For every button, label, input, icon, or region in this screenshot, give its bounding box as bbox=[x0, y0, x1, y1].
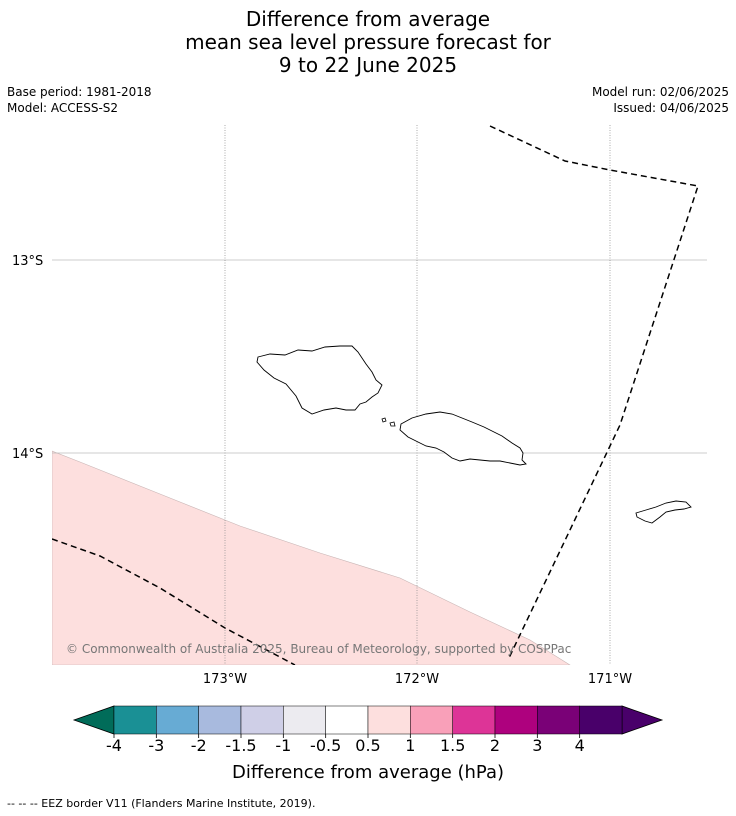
colorbar-tick-label: -2 bbox=[191, 736, 207, 755]
issued-text: Issued: 04/06/2025 bbox=[613, 101, 729, 115]
title-line-3: 9 to 22 June 2025 bbox=[278, 53, 458, 77]
colorbar-tick-label: -0.5 bbox=[310, 736, 341, 755]
colorbar: -4 -3 -2 -1.5 -1 -0.5 0.5 1 1.5 2 3 4 bbox=[72, 705, 664, 755]
colorbar-tick-label: -3 bbox=[148, 736, 164, 755]
meta-right: Model run: 02/06/2025 Issued: 04/06/2025 bbox=[592, 84, 729, 116]
lat-label-14s: 14°S bbox=[12, 447, 43, 462]
colorbar-tick-label: 1.5 bbox=[440, 736, 465, 755]
title-line-1: Difference from average bbox=[245, 7, 491, 31]
colorbar-swatch bbox=[579, 705, 623, 735]
colorbar-over-arrow bbox=[621, 705, 664, 735]
colorbar-swatch bbox=[537, 705, 580, 735]
colorbar-swatch bbox=[452, 705, 496, 735]
title-line-2: mean sea level pressure forecast for bbox=[185, 30, 551, 54]
island-manono bbox=[389, 421, 396, 427]
colorbar-tick-label: -1 bbox=[275, 736, 291, 755]
colorbar-tick-label: 3 bbox=[532, 736, 542, 755]
lon-label-172w: 172°W bbox=[395, 672, 439, 687]
eez-border-samoa bbox=[489, 125, 699, 661]
map-title: Difference from average mean sea level p… bbox=[0, 8, 736, 77]
island-apolima bbox=[381, 417, 387, 423]
island-upolu bbox=[399, 411, 527, 466]
model-text: Model: ACCESS-S2 bbox=[7, 101, 119, 115]
colorbar-tick-label: 0.5 bbox=[355, 736, 380, 755]
colorbar-tick-label: 1 bbox=[405, 736, 415, 755]
model-run-text: Model run: 02/06/2025 bbox=[591, 85, 729, 99]
colorbar-tick-label: -1.5 bbox=[225, 736, 256, 755]
colorbar-swatch bbox=[240, 705, 284, 735]
eez-border-southwest bbox=[52, 538, 296, 665]
island-tutuila bbox=[635, 500, 692, 524]
colorbar-tick-label: 2 bbox=[490, 736, 500, 755]
colorbar-swatch bbox=[367, 705, 411, 735]
colorbar-under-arrow bbox=[72, 705, 115, 735]
lon-label-171w: 171°W bbox=[588, 672, 632, 687]
colorbar-swatch bbox=[283, 705, 326, 735]
map-area: © Commonwealth of Australia 2025, Bureau… bbox=[52, 125, 707, 665]
colorbar-swatch bbox=[410, 705, 453, 735]
eez-legend-text: -- -- -- EEZ border V11 (Flanders Marine… bbox=[7, 797, 316, 810]
meta-left: Base period: 1981-2018 Model: ACCESS-S2 bbox=[7, 84, 152, 116]
copyright-text: © Commonwealth of Australia 2025, Bureau… bbox=[66, 642, 571, 656]
colorbar-label: Difference from average (hPa) bbox=[232, 762, 504, 783]
base-period-text: Base period: 1981-2018 bbox=[7, 85, 152, 99]
colorbar-swatch bbox=[198, 705, 242, 735]
colorbar-swatch bbox=[494, 705, 538, 735]
lon-label-173w: 173°W bbox=[203, 672, 247, 687]
colorbar-swatch bbox=[156, 705, 199, 735]
colorbar-tick-label: -4 bbox=[106, 736, 122, 755]
island-savaii bbox=[256, 345, 383, 415]
anomaly-fill-region bbox=[52, 450, 571, 665]
colorbar-swatch bbox=[113, 705, 157, 735]
colorbar-swatch bbox=[325, 705, 369, 735]
lat-label-13s: 13°S bbox=[12, 254, 43, 269]
colorbar-tick-label: 4 bbox=[575, 736, 585, 755]
